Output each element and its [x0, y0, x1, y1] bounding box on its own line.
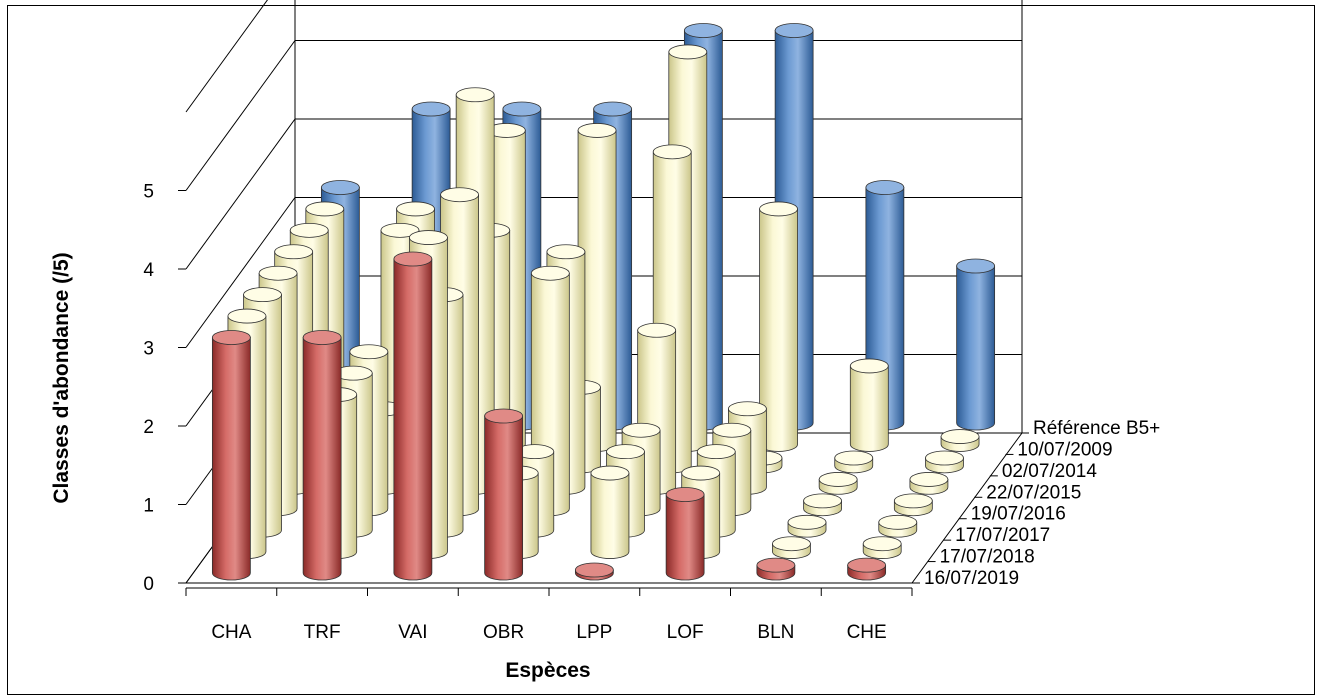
bar-CHE-17/07/2018: [862, 536, 902, 559]
bar-TRF-16/07/2019: [302, 330, 342, 581]
bar-BLN-17/07/2017: [787, 514, 827, 538]
series-label: 02/07/2014: [1002, 461, 1098, 482]
series-label: 22/07/2015: [986, 482, 1081, 503]
x-tick-label: LOF: [667, 622, 704, 643]
bar-BLN-16/07/2019: [756, 557, 796, 581]
bar-BLN-17/07/2018: [772, 536, 811, 559]
bar-LOF-16/07/2019: [665, 487, 705, 581]
x-tick-label: OBR: [483, 622, 524, 643]
series-label: 17/07/2018: [940, 547, 1035, 568]
bar-VAI-16/07/2019: [393, 251, 433, 581]
series-label: 19/07/2016: [971, 504, 1066, 525]
side-gridline: [185, 0, 269, 113]
y-tick-label: 0: [143, 574, 154, 595]
bar-CHA-16/07/2019: [211, 330, 251, 581]
bar-CHE-16/07/2019: [847, 557, 887, 581]
bar-BLN-22/07/2015: [818, 472, 858, 495]
bar-BLN-10/07/2009: [849, 358, 889, 452]
x-tick-label: TRF: [304, 622, 341, 643]
y-tick-label: 1: [143, 496, 154, 517]
side-gridline: [185, 118, 296, 270]
y-tick-label: 4: [143, 260, 154, 281]
bar-CHE-02/07/2014: [925, 450, 964, 474]
series-label: 10/07/2009: [1017, 439, 1112, 460]
bar-LPP-16/07/2019: [574, 562, 614, 581]
series-label: 17/07/2017: [955, 525, 1050, 546]
series-label: Référence B5+: [1033, 418, 1160, 439]
y-tick-labels: 0 1 2 3 4 5: [143, 182, 154, 596]
x-tick-label: BLN: [757, 622, 794, 643]
bar-BLN-02/07/2014: [834, 450, 874, 474]
x-axis-title: Espèces: [505, 659, 590, 682]
y-tick-label: 3: [143, 339, 154, 360]
bar-CHE-Référence B5+: [956, 258, 996, 431]
y-tick-label: 5: [143, 182, 154, 203]
x-tick-label: CHE: [847, 622, 887, 643]
bar-LOF-10/07/2009: [759, 201, 798, 452]
bar-CHE-19/07/2016: [893, 493, 933, 517]
x-tick-label: LPP: [576, 622, 612, 643]
y-tick-label: 2: [143, 417, 154, 438]
bar-BLN-19/07/2016: [803, 493, 842, 517]
depth-series-labels: 16/07/201917/07/201817/07/201719/07/2016…: [924, 418, 1160, 589]
bar-CHE-22/07/2015: [909, 472, 949, 495]
bar-OBR-16/07/2019: [484, 408, 524, 581]
series-label: 16/07/2019: [924, 568, 1019, 589]
bar-CHE-10/07/2009: [940, 429, 980, 452]
bar-LPP-17/07/2018: [590, 465, 630, 559]
y-axis-title: Classes d'abondance (/5): [50, 252, 73, 503]
side-gridline: [185, 197, 296, 348]
bar-CHE-17/07/2017: [878, 514, 918, 538]
chart-bars: [211, 23, 996, 581]
x-tick-labels: CHA TRF VAI OBR LPP LOF BLN CHE: [211, 622, 886, 643]
side-gridline: [185, 40, 296, 191]
x-tick-label: VAI: [398, 622, 427, 643]
x-tick-label: CHA: [211, 622, 251, 643]
